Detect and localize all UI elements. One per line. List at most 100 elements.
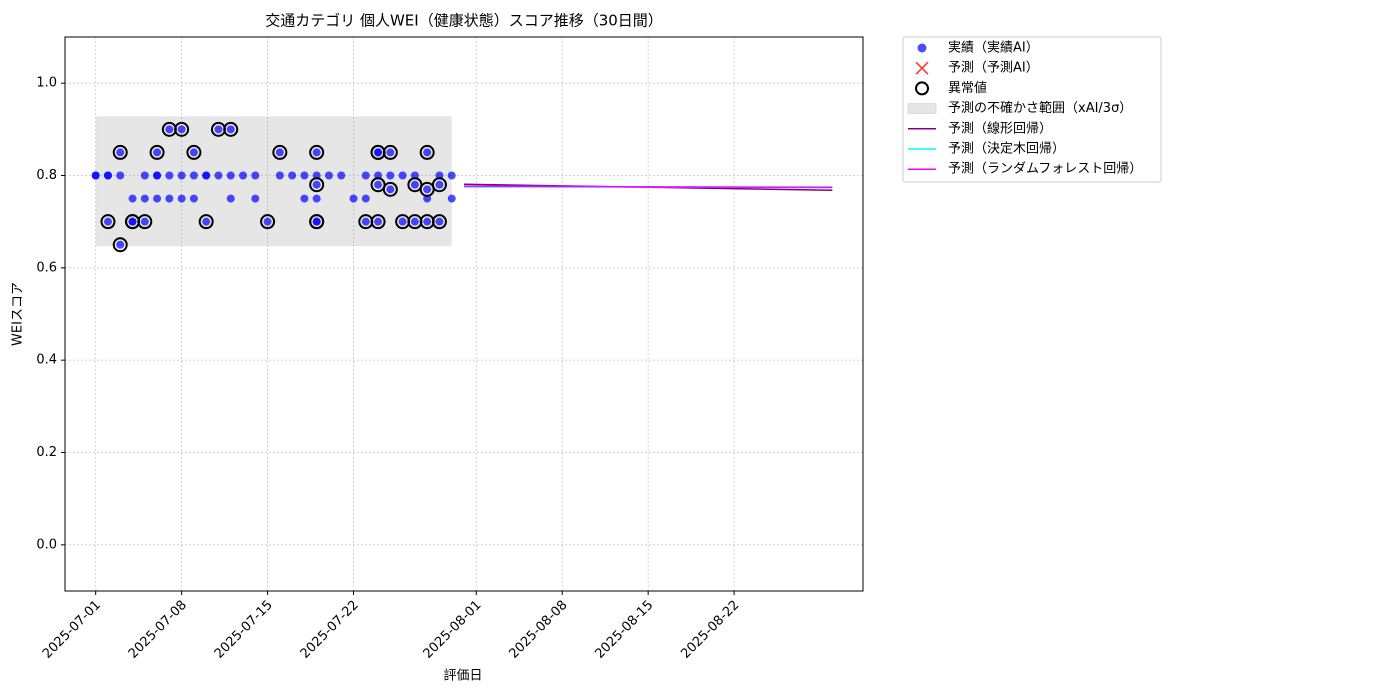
y-tick-label: 0.8	[36, 168, 57, 183]
actual-point	[91, 171, 100, 180]
actual-point	[398, 217, 407, 226]
legend-label: 実績（実績AI）	[948, 40, 1039, 56]
actual-point	[423, 217, 432, 226]
prediction-line	[463, 185, 833, 189]
actual-point	[214, 125, 223, 134]
legend-label: 予測（予測AI）	[948, 61, 1039, 76]
actual-point	[103, 217, 112, 226]
anomaly-point	[272, 144, 288, 160]
actual-point	[177, 125, 186, 134]
x-tick-label: 2025-08-01	[421, 598, 485, 662]
actual-point	[312, 217, 321, 226]
anomaly-point	[309, 177, 325, 193]
actual-point	[153, 148, 162, 157]
actual-point	[177, 171, 186, 180]
x-tick-label: 2025-07-08	[126, 598, 190, 662]
anomaly-point	[112, 144, 128, 160]
actual-point	[226, 125, 235, 134]
anomaly-point	[370, 214, 386, 230]
actual-point	[374, 171, 383, 180]
actual-point	[423, 185, 432, 194]
actual-point	[300, 171, 309, 180]
actual-point	[116, 148, 125, 157]
actual-point	[251, 194, 260, 203]
anomaly-point	[198, 214, 214, 230]
x-tick-label: 2025-08-15	[592, 598, 656, 662]
anomaly-point	[186, 144, 202, 160]
actual-point	[423, 148, 432, 157]
actual-point	[435, 217, 444, 226]
anomaly-point	[309, 214, 325, 230]
actual-point	[177, 194, 186, 203]
anomaly-point	[382, 144, 398, 160]
legend-box	[902, 36, 1162, 183]
actual-point	[300, 194, 309, 203]
actual-point	[226, 194, 235, 203]
actual-point	[410, 180, 419, 189]
y-tick-label: 0.0	[36, 537, 57, 552]
legend-label: 予測の不確かさ範囲（xAI/3σ）	[948, 100, 1132, 116]
x-tick-label: 2025-07-01	[40, 598, 104, 662]
x-tick-label: 2025-08-22	[678, 598, 742, 662]
actual-point	[312, 171, 321, 180]
legend-swatch	[917, 43, 927, 53]
anomaly-point	[100, 214, 116, 230]
actual-point	[165, 171, 174, 180]
y-tick-label: 0.6	[36, 260, 57, 275]
anomaly-point	[260, 214, 276, 230]
actual-point	[202, 217, 211, 226]
actual-point	[447, 194, 456, 203]
actual-point	[153, 194, 162, 203]
actual-point	[128, 194, 137, 203]
legend-swatch	[915, 81, 929, 96]
anomaly-point	[309, 144, 325, 160]
actual-point	[140, 217, 149, 226]
y-axis-label: WEIスコア	[11, 282, 26, 346]
actual-point	[165, 194, 174, 203]
actual-point	[386, 148, 395, 157]
y-tick-label: 1.0	[36, 76, 57, 91]
legend-swatch	[907, 103, 937, 115]
actual-point	[374, 180, 383, 189]
x-axis-label: 評価日	[443, 669, 482, 684]
actual-point	[202, 171, 211, 180]
actual-point	[275, 171, 284, 180]
legend-swatch	[915, 61, 929, 75]
chart-title: 交通カテゴリ 個人WEI（健康状態）スコア推移（30日間）	[265, 12, 663, 30]
actual-point	[349, 194, 358, 203]
actual-point	[361, 171, 370, 180]
actual-point	[435, 180, 444, 189]
actual-point	[263, 217, 272, 226]
actual-point	[386, 171, 395, 180]
actual-point	[189, 171, 198, 180]
actual-point	[165, 125, 174, 134]
actual-point	[435, 171, 444, 180]
legend-label: 予測（ランダムフォレスト回帰）	[948, 161, 1142, 177]
x-tick-label: 2025-08-08	[506, 598, 570, 662]
actual-point	[410, 171, 419, 180]
actual-point	[447, 171, 456, 180]
anomaly-point	[112, 237, 128, 253]
actual-point	[337, 171, 346, 180]
anomaly-point	[382, 181, 398, 197]
anomaly-point	[149, 144, 165, 160]
actual-point	[239, 171, 248, 180]
plot-frame	[64, 36, 864, 592]
actual-point	[312, 148, 321, 157]
x-tick-label: 2025-07-15	[212, 598, 276, 662]
actual-point	[226, 171, 235, 180]
actual-point	[116, 240, 125, 249]
actual-point	[153, 171, 162, 180]
actual-point	[251, 171, 260, 180]
actual-point	[398, 171, 407, 180]
actual-point	[361, 194, 370, 203]
actual-point	[324, 171, 333, 180]
actual-point	[312, 180, 321, 189]
actual-point	[374, 217, 383, 226]
actual-point	[116, 171, 125, 180]
anomaly-point	[137, 214, 153, 230]
actual-point	[214, 171, 223, 180]
